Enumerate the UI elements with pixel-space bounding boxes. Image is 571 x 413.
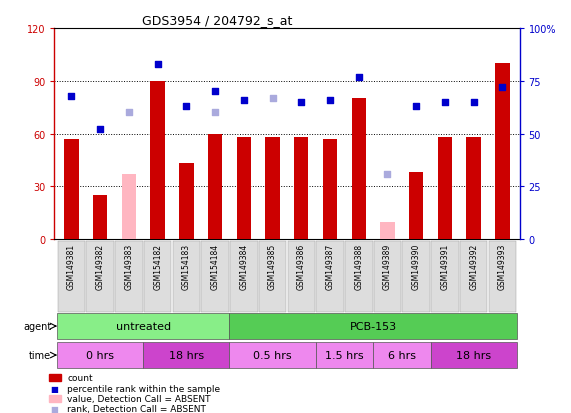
FancyBboxPatch shape (86, 241, 114, 312)
Bar (438, 138, 452, 240)
FancyBboxPatch shape (373, 241, 401, 312)
FancyBboxPatch shape (230, 342, 316, 368)
FancyBboxPatch shape (460, 241, 488, 312)
Bar (122, 175, 136, 240)
Text: 18 hrs: 18 hrs (456, 350, 491, 360)
FancyBboxPatch shape (259, 241, 286, 312)
Text: GSM149391: GSM149391 (440, 243, 449, 290)
Text: GSM149386: GSM149386 (297, 243, 306, 290)
Bar (467, 138, 481, 240)
Bar (323, 140, 337, 240)
Bar (93, 196, 107, 240)
FancyBboxPatch shape (115, 241, 143, 312)
Bar (352, 99, 366, 240)
Bar (208, 134, 222, 240)
Point (469, 100, 478, 106)
Point (95, 127, 104, 133)
Bar (380, 222, 395, 240)
Text: GSM149390: GSM149390 (412, 243, 421, 290)
Text: rank, Detection Call = ABSENT: rank, Detection Call = ABSENT (67, 404, 206, 413)
FancyBboxPatch shape (230, 241, 258, 312)
Text: 6 hrs: 6 hrs (388, 350, 416, 360)
FancyBboxPatch shape (143, 342, 230, 368)
Text: GSM149381: GSM149381 (67, 243, 76, 289)
Text: PCB-153: PCB-153 (349, 321, 397, 331)
Text: GSM149393: GSM149393 (498, 243, 507, 290)
Point (354, 74, 363, 81)
Bar (294, 138, 308, 240)
Text: time: time (29, 350, 51, 360)
Text: 0 hrs: 0 hrs (86, 350, 114, 360)
Point (325, 97, 335, 104)
Point (182, 104, 191, 110)
Bar (495, 64, 509, 240)
Text: count: count (67, 373, 93, 382)
FancyBboxPatch shape (403, 241, 430, 312)
Text: GDS3954 / 204792_s_at: GDS3954 / 204792_s_at (142, 14, 292, 27)
Point (211, 89, 220, 95)
FancyBboxPatch shape (431, 342, 517, 368)
Text: 1.5 hrs: 1.5 hrs (325, 350, 364, 360)
FancyBboxPatch shape (172, 241, 200, 312)
Point (239, 97, 248, 104)
Point (297, 100, 306, 106)
Point (67, 93, 76, 100)
Text: GSM149389: GSM149389 (383, 243, 392, 290)
Text: 18 hrs: 18 hrs (169, 350, 204, 360)
Text: value, Detection Call = ABSENT: value, Detection Call = ABSENT (67, 394, 211, 403)
Bar (179, 164, 194, 240)
Text: GSM154183: GSM154183 (182, 243, 191, 289)
Text: GSM149383: GSM149383 (124, 243, 134, 290)
Text: 0.5 hrs: 0.5 hrs (254, 350, 292, 360)
Point (211, 110, 220, 116)
FancyBboxPatch shape (373, 342, 431, 368)
FancyBboxPatch shape (288, 241, 315, 312)
Text: percentile rank within the sample: percentile rank within the sample (67, 384, 220, 393)
Point (153, 62, 162, 68)
Text: GSM154184: GSM154184 (211, 243, 220, 289)
Bar (409, 173, 423, 240)
Text: ■: ■ (50, 404, 58, 413)
Text: GSM149392: GSM149392 (469, 243, 478, 290)
Text: agent: agent (23, 321, 51, 331)
Text: GSM149384: GSM149384 (239, 243, 248, 290)
FancyBboxPatch shape (230, 313, 517, 339)
FancyBboxPatch shape (144, 241, 171, 312)
FancyBboxPatch shape (57, 342, 143, 368)
Text: untreated: untreated (116, 321, 171, 331)
Point (440, 100, 449, 106)
Bar (266, 138, 280, 240)
Bar (65, 140, 79, 240)
Text: GSM154182: GSM154182 (153, 243, 162, 289)
FancyBboxPatch shape (489, 241, 516, 312)
Text: GSM149388: GSM149388 (354, 243, 363, 289)
FancyBboxPatch shape (202, 241, 229, 312)
FancyBboxPatch shape (316, 241, 344, 312)
Text: ■: ■ (50, 384, 58, 393)
Point (412, 104, 421, 110)
FancyBboxPatch shape (316, 342, 373, 368)
Bar (236, 138, 251, 240)
FancyBboxPatch shape (57, 313, 230, 339)
FancyBboxPatch shape (431, 241, 459, 312)
Text: GSM149382: GSM149382 (96, 243, 104, 289)
Text: GSM149385: GSM149385 (268, 243, 277, 290)
Point (124, 110, 134, 116)
FancyBboxPatch shape (58, 241, 85, 312)
Point (383, 171, 392, 178)
Point (498, 85, 507, 91)
Point (268, 95, 277, 102)
Bar (151, 82, 165, 240)
FancyBboxPatch shape (345, 241, 372, 312)
Text: GSM149387: GSM149387 (325, 243, 335, 290)
